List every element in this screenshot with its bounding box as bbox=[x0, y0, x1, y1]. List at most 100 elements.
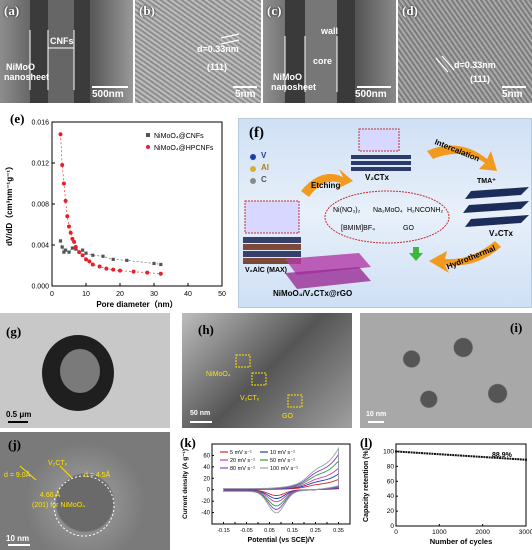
panel-i-tem: (i) 10 nm bbox=[360, 313, 532, 428]
data-point bbox=[496, 456, 499, 459]
data-point bbox=[400, 450, 403, 453]
data-point bbox=[439, 453, 442, 456]
data-point bbox=[62, 250, 66, 254]
data-point bbox=[73, 245, 78, 250]
y-tick-label: 80 bbox=[387, 463, 395, 470]
x-tick-label: 0 bbox=[394, 529, 398, 536]
annotation-wall: wall bbox=[321, 26, 339, 36]
scale-bar-label: 500nm bbox=[355, 89, 387, 100]
data-point bbox=[118, 268, 122, 273]
data-point bbox=[449, 453, 452, 456]
data-point bbox=[517, 458, 520, 461]
al-atom-icon bbox=[250, 166, 256, 172]
data-point bbox=[509, 457, 512, 460]
legend-entry: NiMoO₄@HPCNFs bbox=[154, 145, 214, 152]
etching-label: Etching bbox=[311, 181, 341, 190]
panel-c-label: (c) bbox=[267, 3, 282, 18]
hkl-label: (111) bbox=[470, 74, 491, 84]
x-tick-label: 20 bbox=[116, 291, 124, 298]
data-point bbox=[522, 458, 525, 461]
annotation-466: 4.66 Å bbox=[40, 492, 61, 499]
panel-f-schematic: (f) bbox=[238, 118, 532, 308]
data-point bbox=[447, 453, 449, 456]
c-atom-icon bbox=[250, 178, 256, 184]
data-point bbox=[452, 454, 455, 457]
data-point bbox=[499, 457, 501, 460]
lattice-annotations bbox=[19, 465, 115, 537]
data-point bbox=[418, 451, 421, 454]
scale-bar bbox=[502, 86, 526, 88]
v2ctx-label-2: V₂CTx bbox=[489, 229, 514, 238]
data-point bbox=[81, 248, 85, 252]
v2ctx-stack bbox=[351, 128, 411, 171]
data-point bbox=[405, 451, 408, 454]
product-label: NiMoO₄/V₂CTx@rGO bbox=[273, 289, 353, 298]
scale-bar bbox=[233, 86, 257, 88]
annotation-v2ctx: V₂CTₓ bbox=[240, 395, 260, 402]
nanofiber-image bbox=[29, 0, 90, 103]
legend-entry: NiMoO₄@CNFs bbox=[154, 133, 204, 140]
data-point bbox=[413, 451, 416, 454]
y-tick-label: 0.012 bbox=[31, 161, 49, 168]
annotation-nanosheet: nanosheet bbox=[271, 82, 317, 92]
x-tick-label: 0.15 bbox=[287, 528, 298, 534]
data-point bbox=[158, 271, 163, 276]
x-tick-label: 10 bbox=[82, 291, 90, 298]
data-point bbox=[504, 457, 507, 460]
x-tick-label: 30 bbox=[150, 291, 158, 298]
data-point bbox=[460, 454, 462, 457]
scale-bar bbox=[92, 86, 128, 88]
scale-bar-label: 0.5 μm bbox=[6, 410, 32, 419]
annotation-nimoo4: NiMoO₄ bbox=[206, 371, 231, 378]
scale-bar-label: 5nm bbox=[502, 89, 523, 100]
data-point bbox=[421, 452, 423, 455]
data-point bbox=[483, 456, 486, 459]
legend-c: C bbox=[261, 175, 267, 184]
hollow-particle-image bbox=[42, 335, 114, 411]
panel-h-label: (h) bbox=[198, 322, 214, 337]
panel-b-label: (b) bbox=[139, 3, 155, 18]
reagent-go: GO bbox=[403, 225, 414, 232]
y-tick-label: 0 bbox=[390, 523, 394, 530]
y-axis-label: Capacity retention (%) bbox=[363, 448, 370, 522]
data-point bbox=[395, 450, 397, 453]
legend-v: V bbox=[261, 151, 267, 160]
annotation-201: (201) for NiMoO₄ bbox=[32, 502, 86, 509]
max-label: V₂AlC (MAX) bbox=[245, 267, 287, 274]
data-point bbox=[436, 453, 439, 456]
annotation-v2ctx: V₂CTₓ bbox=[48, 460, 68, 467]
data-point bbox=[475, 455, 478, 458]
hydrothermal-arrow bbox=[429, 241, 501, 273]
scale-bar-label: 500nm bbox=[92, 89, 124, 100]
series-line bbox=[60, 240, 161, 265]
intercalation-arrow bbox=[427, 145, 497, 171]
data-point bbox=[478, 455, 481, 458]
x-axis-label: Potential (vs SCE)/V bbox=[248, 537, 315, 544]
data-point bbox=[408, 451, 410, 454]
data-point bbox=[397, 450, 400, 453]
reagent-ellipse bbox=[324, 190, 450, 244]
y-tick-label: -40 bbox=[201, 511, 210, 517]
panel-b-hrtem: (b) d=0.33nm (111) 5nm bbox=[135, 0, 261, 103]
x-tick-label: -0.15 bbox=[217, 528, 230, 534]
panel-g-label: (g) bbox=[6, 324, 22, 339]
scale-bar-label: 10 nm bbox=[6, 534, 30, 543]
panel-g-tem: (g) 0.5 μm bbox=[0, 313, 170, 428]
legend-al: Al bbox=[261, 163, 269, 172]
data-point bbox=[67, 250, 71, 254]
hkl-label: (111) bbox=[207, 62, 228, 72]
data-point bbox=[426, 452, 429, 455]
data-point bbox=[434, 452, 436, 455]
data-point bbox=[488, 456, 491, 459]
lattice-marker bbox=[435, 55, 455, 73]
legend-entry: 5 mV s⁻¹ bbox=[230, 450, 252, 456]
plot-frame bbox=[211, 443, 351, 525]
data-point bbox=[70, 246, 74, 250]
reagent-na2moo4: Na₂MoO₄ bbox=[373, 207, 403, 214]
hollow-fiber-image bbox=[284, 0, 355, 103]
x-tick-label: 1000 bbox=[432, 529, 447, 536]
reagent-nino3: Ni(NO₃)₂ bbox=[333, 207, 361, 214]
x-tick-label: 0.35 bbox=[333, 528, 344, 534]
x-tick-label: 0.25 bbox=[310, 528, 321, 534]
y-axis-label: Current density (A g⁻¹) bbox=[182, 449, 189, 519]
